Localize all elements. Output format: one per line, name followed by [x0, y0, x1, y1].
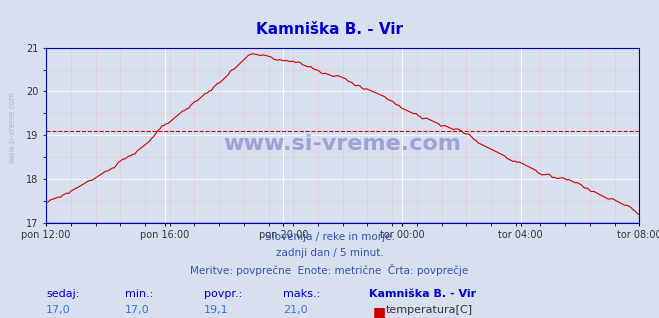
Text: 17,0: 17,0 — [46, 305, 71, 315]
Text: 19,1: 19,1 — [204, 305, 229, 315]
Text: ■: ■ — [372, 305, 386, 318]
Text: zadnji dan / 5 minut.: zadnji dan / 5 minut. — [275, 248, 384, 258]
Text: sedaj:: sedaj: — [46, 289, 80, 299]
Text: www.si-vreme.com: www.si-vreme.com — [223, 134, 462, 154]
Text: www.si-vreme.com: www.si-vreme.com — [8, 91, 17, 163]
Text: 21,0: 21,0 — [283, 305, 308, 315]
Text: 17,0: 17,0 — [125, 305, 150, 315]
Text: Kamniška B. - Vir: Kamniška B. - Vir — [369, 289, 476, 299]
Text: Meritve: povprečne  Enote: metrične  Črta: povprečje: Meritve: povprečne Enote: metrične Črta:… — [190, 264, 469, 276]
Text: temperatura[C]: temperatura[C] — [386, 305, 473, 315]
Text: min.:: min.: — [125, 289, 154, 299]
Text: Slovenija / reke in morje.: Slovenija / reke in morje. — [264, 232, 395, 242]
Text: maks.:: maks.: — [283, 289, 321, 299]
Text: povpr.:: povpr.: — [204, 289, 243, 299]
Text: Kamniška B. - Vir: Kamniška B. - Vir — [256, 22, 403, 37]
